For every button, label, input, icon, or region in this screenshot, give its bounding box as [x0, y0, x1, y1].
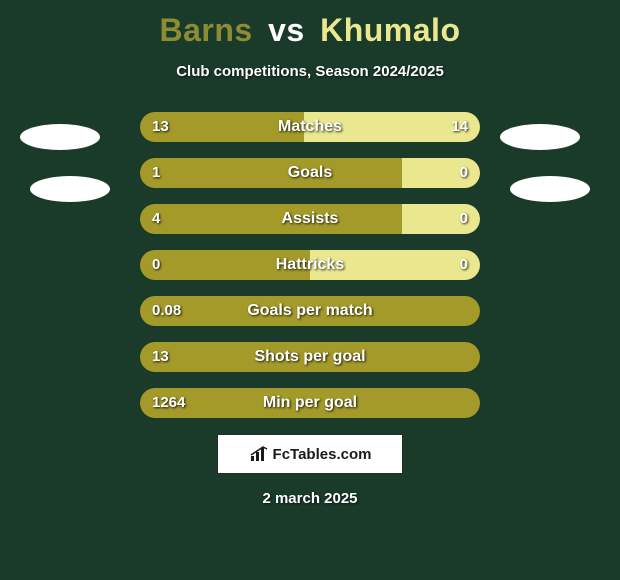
stat-row: 13Shots per goal [0, 342, 620, 372]
stat-label: Shots per goal [140, 342, 480, 372]
logo: FcTables.com [249, 446, 372, 463]
stat-label: Hattricks [140, 250, 480, 280]
stat-row: 1314Matches [0, 112, 620, 142]
stat-label: Goals per match [140, 296, 480, 326]
vs-text: vs [268, 12, 305, 48]
stat-row: 40Assists [0, 204, 620, 234]
comparison-title: Barns vs Khumalo [0, 0, 620, 49]
stat-row: 10Goals [0, 158, 620, 188]
player2-name: Khumalo [320, 12, 460, 48]
stat-row: 1264Min per goal [0, 388, 620, 418]
player1-name: Barns [160, 12, 253, 48]
stats-rows: 1314Matches 10Goals 40Assists 00Hattricks 0.… [0, 112, 620, 418]
stat-row: 00Hattricks [0, 250, 620, 280]
stat-label: Goals [140, 158, 480, 188]
stat-row: 0.08Goals per match [0, 296, 620, 326]
date: 2 march 2025 [0, 490, 620, 507]
logo-box[interactable]: FcTables.com [217, 434, 403, 474]
stat-label: Assists [140, 204, 480, 234]
stat-label: Matches [140, 112, 480, 142]
subtitle: Club competitions, Season 2024/2025 [0, 63, 620, 80]
logo-text: FcTables.com [273, 446, 372, 463]
stat-label: Min per goal [140, 388, 480, 418]
chart-icon [249, 446, 269, 462]
